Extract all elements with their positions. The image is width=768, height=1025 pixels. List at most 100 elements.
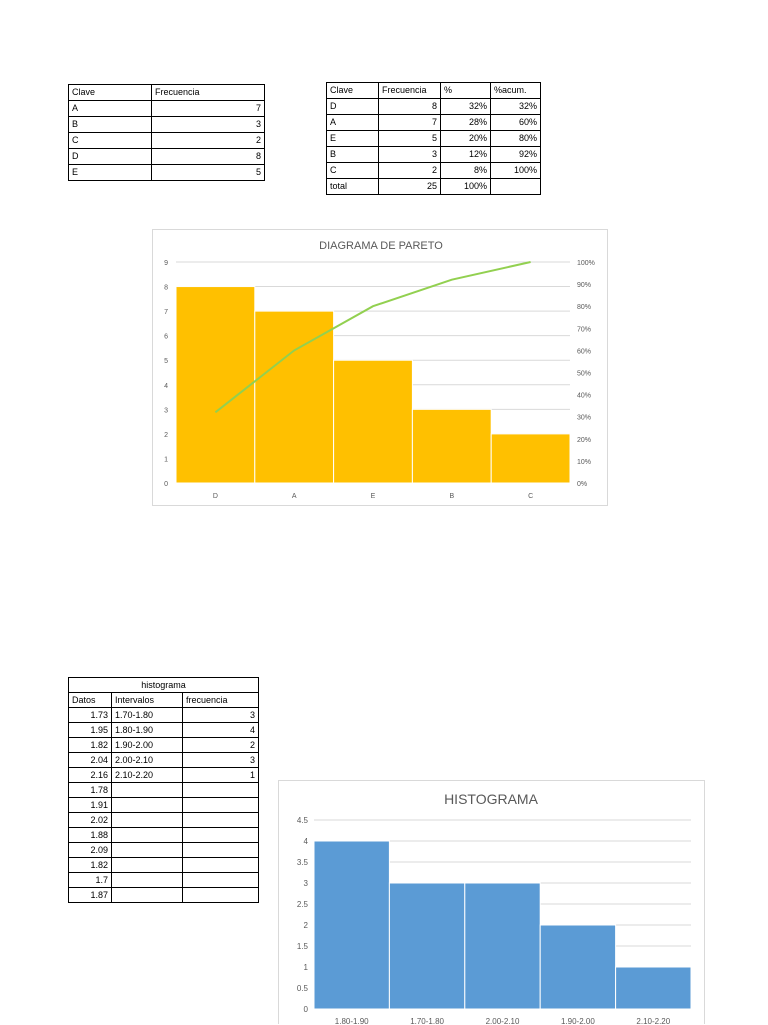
table-cell: C (326, 162, 379, 179)
y-tick-label: 2 (304, 921, 309, 930)
table-cell: E (326, 130, 379, 147)
table-cell: 1.82 (68, 737, 112, 753)
table-cell: 2 (378, 162, 441, 179)
table-cell: A (68, 100, 152, 117)
chart-title: DIAGRAMA DE PARETO (319, 240, 443, 252)
table-cell: 2.09 (68, 842, 112, 858)
table-row: D 8 32% 32% (326, 98, 541, 115)
table-cell: 1.88 (68, 827, 112, 843)
table-cell (182, 887, 259, 903)
table-cell: 1.73 (68, 707, 112, 723)
table-cell (182, 812, 259, 828)
table-cell: 3 (182, 752, 259, 768)
table-cell (111, 812, 183, 828)
table-cell: 92% (490, 146, 541, 163)
table-cell: 3 (378, 146, 441, 163)
table-row: 1.7 (68, 872, 259, 888)
y-tick-label: 3 (304, 879, 309, 888)
table-cell: 1.7 (68, 872, 112, 888)
table-cell (111, 872, 183, 888)
table-cell (111, 887, 183, 903)
table-cell: 8% (440, 162, 491, 179)
bar (490, 433, 571, 484)
table-cell: 1.90-2.00 (111, 737, 183, 753)
table-cell: C (68, 132, 152, 149)
histogram-chart-svg: HISTOGRAMA 0 0.5 1 1.5 2 2.5 3 3.5 4 4.5 1.80-1.90 1… (297, 791, 692, 1025)
table-cell: 5 (378, 130, 441, 147)
table-row: C 2 8% 100% (326, 162, 541, 179)
pareto-chart-svg: DIAGRAMA DE PARETO01234567890%10%20%30%4… (164, 240, 595, 500)
y-tick-label: 0 (304, 1005, 309, 1014)
y2-tick-label: 50% (577, 371, 591, 378)
x-tick-label: B (449, 493, 454, 500)
table-row: 1.88 (68, 827, 259, 843)
total-cell: 100% (440, 178, 491, 195)
x-tick-label: A (292, 493, 297, 500)
table-cell (182, 797, 259, 813)
table-cell: 5 (151, 164, 265, 181)
table-row: 1.82 1.90-2.00 2 (68, 737, 259, 753)
y-tick-label: 3.5 (297, 858, 309, 867)
table-row: 1.82 (68, 857, 259, 873)
bar (175, 286, 256, 484)
column-header: Frecuencia (151, 84, 265, 101)
table-row: 2.16 2.10-2.20 1 (68, 767, 259, 783)
table-cell: 3 (182, 707, 259, 723)
table-cell (111, 842, 183, 858)
y-tick-label: 0.5 (297, 984, 309, 993)
y-tick-label: 1 (164, 456, 168, 463)
bar (333, 359, 413, 484)
y2-tick-label: 90% (577, 282, 591, 289)
table-cell: 1.80-1.90 (111, 722, 183, 738)
table-cell: 2.00-2.10 (111, 752, 183, 768)
column-header: Datos (68, 692, 112, 708)
column-header: % (440, 82, 491, 99)
total-cell: total (326, 178, 379, 195)
total-cell: 25 (378, 178, 441, 195)
table-cell: A (326, 114, 379, 131)
table-cell: 2 (182, 737, 259, 753)
column-header: frecuencia (182, 692, 259, 708)
table-cell: E (68, 164, 152, 181)
table-cell: 3 (151, 116, 265, 133)
table-row: 2.09 (68, 842, 259, 858)
table-cell (182, 782, 259, 798)
table-cell: 100% (490, 162, 541, 179)
table-cell: B (68, 116, 152, 133)
y2-tick-label: 20% (577, 437, 591, 444)
table-cell: 60% (490, 114, 541, 131)
table-cell: 1.91 (68, 797, 112, 813)
table-cell: 2.04 (68, 752, 112, 768)
chart-title: HISTOGRAMA (444, 791, 539, 807)
bar (615, 966, 692, 1010)
y2-tick-label: 0% (577, 481, 587, 488)
y-tick-label: 0 (164, 481, 168, 488)
y2-tick-label: 30% (577, 415, 591, 422)
table-cell: 2.10-2.20 (111, 767, 183, 783)
bar (313, 840, 390, 1010)
table-cell: 7 (151, 100, 265, 117)
y2-tick-label: 70% (577, 326, 591, 333)
table-cell: 1.95 (68, 722, 112, 738)
table-cell: 1.82 (68, 857, 112, 873)
y-tick-label: 4.5 (297, 816, 309, 825)
bar (254, 310, 335, 484)
column-header: Clave (68, 84, 152, 101)
x-tick-label: 1.90-2.00 (561, 1017, 595, 1025)
y2-tick-label: 80% (577, 304, 591, 311)
x-tick-label: E (371, 493, 376, 500)
x-tick-label: C (528, 493, 533, 500)
table-cell (111, 827, 183, 843)
y-tick-label: 7 (164, 309, 168, 316)
y-tick-label: 5 (164, 358, 168, 365)
table-cell: 2.02 (68, 812, 112, 828)
table-cell: 32% (490, 98, 541, 115)
total-cell (490, 178, 541, 195)
table-row: 2.02 (68, 812, 259, 828)
table-row: E 5 20% 80% (326, 130, 541, 147)
table-row: 1.91 (68, 797, 259, 813)
